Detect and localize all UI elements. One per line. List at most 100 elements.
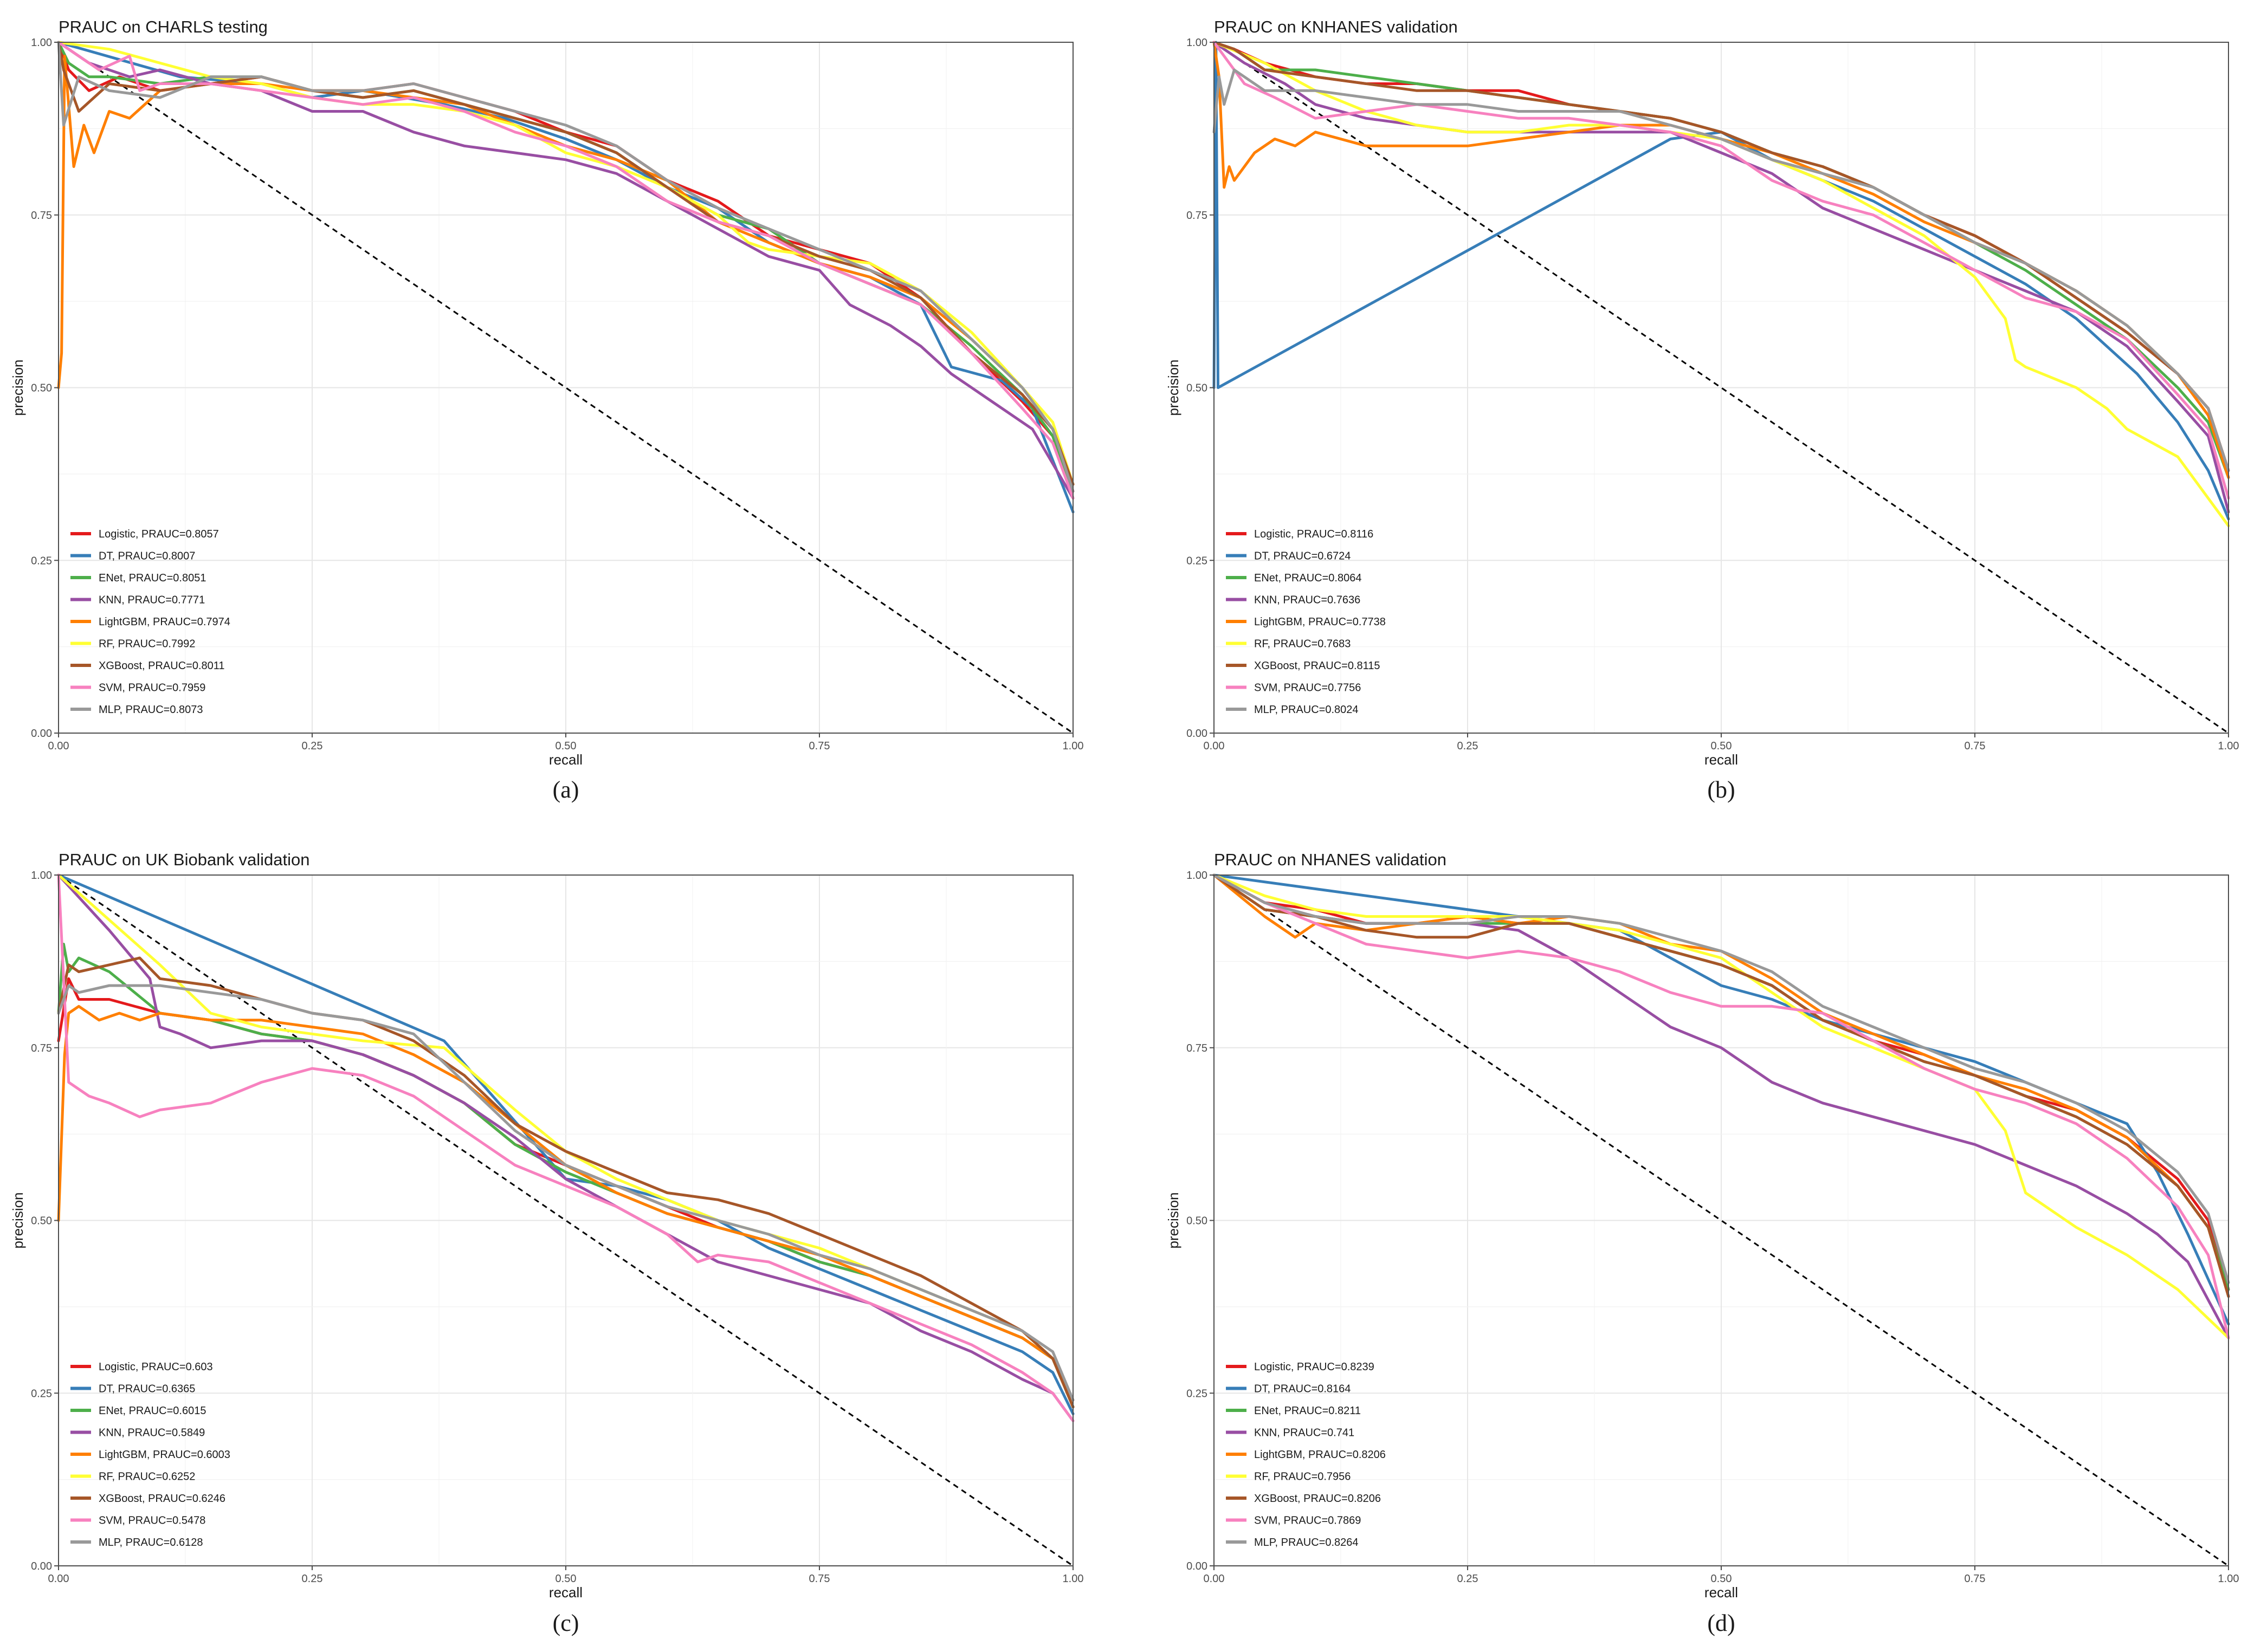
legend-label-knn: KNN, PRAUC=0.7771: [99, 594, 205, 606]
y-tick-label: 0.50: [1186, 1215, 1207, 1227]
x-tick-label: 0.50: [555, 740, 577, 752]
x-tick-label: 0.50: [1711, 1573, 1732, 1585]
pr-curve-svm: [1212, 873, 2230, 1339]
legend-label-dt: DT, PRAUC=0.8007: [99, 550, 195, 562]
legend-label-svm: SVM, PRAUC=0.5478: [99, 1515, 205, 1527]
y-axis-title: precision: [10, 1192, 26, 1248]
x-tick-label: 0.75: [1965, 740, 1986, 752]
legend-label-xgboost: XGBoost, PRAUC=0.8206: [1254, 1493, 1381, 1505]
legend-label-mlp: MLP, PRAUC=0.8024: [1254, 704, 1359, 716]
pr-curve-dt: [57, 873, 1075, 1415]
x-tick-label: 0.00: [1204, 1573, 1225, 1585]
legend-label-logistic: Logistic, PRAUC=0.8116: [1254, 528, 1373, 540]
pr-curve-lightgbm: [57, 1005, 1075, 1402]
legend-label-rf: RF, PRAUC=0.7992: [99, 638, 195, 650]
chart-panel-3: 0.00 0.25 0.50 0.75 1.00 0.00 0.25 0.50 0.75 1.00…: [1165, 850, 2239, 1601]
y-tick-label: 1.00: [1186, 37, 1207, 49]
x-tick-label: 0.75: [1965, 1573, 1986, 1585]
x-tick-label: 1.00: [1063, 1573, 1084, 1585]
legend-label-logistic: Logistic, PRAUC=0.8239: [1254, 1361, 1374, 1373]
legend-label-xgboost: XGBoost, PRAUC=0.8011: [99, 660, 225, 672]
chart-panel-1: 0.00 0.25 0.50 0.75 1.00 0.00 0.25 0.50 0.75 1.00…: [1165, 17, 2239, 768]
pr-curve-mlp: [57, 984, 1075, 1402]
x-tick-label: 0.00: [48, 1573, 69, 1585]
pr-curve-svm: [1212, 41, 2230, 500]
x-tick-label: 0.75: [809, 1573, 830, 1585]
pr-curve-xgboost: [1212, 41, 2230, 472]
y-tick-label: 1.00: [31, 37, 52, 49]
x-axis-title: recall: [549, 752, 583, 768]
legend-label-svm: SVM, PRAUC=0.7959: [99, 682, 205, 694]
chart-panel-0: 0.00 0.25 0.50 0.75 1.00 0.00 0.25 0.50 0.75 1.00…: [10, 17, 1083, 768]
y-tick-label: 0.00: [31, 1560, 52, 1572]
pr-curve-xgboost: [57, 956, 1075, 1409]
legend-label-enet: ENet, PRAUC=0.8211: [1254, 1405, 1361, 1417]
chart-title: PRAUC on UK Biobank validation: [59, 850, 310, 869]
legend: Logistic, PRAUC=0.8057 DT, PRAUC=0.8007 EN…: [70, 528, 230, 716]
legend-label-lightgbm: LightGBM, PRAUC=0.6003: [99, 1449, 230, 1461]
pr-curve-svm: [57, 41, 1075, 500]
y-tick-label: 0.50: [1186, 383, 1207, 394]
y-tick-label: 0.75: [31, 1042, 52, 1054]
y-axis-title: precision: [1165, 359, 1181, 416]
x-tick-label: 0.25: [1457, 1573, 1478, 1585]
y-tick-label: 0.50: [31, 383, 52, 394]
x-tick-label: 0.25: [302, 1573, 323, 1585]
legend: Logistic, PRAUC=0.8116 DT, PRAUC=0.6724 EN…: [1226, 528, 1386, 716]
panel-caption: (a): [553, 776, 579, 803]
legend-label-enet: ENet, PRAUC=0.6015: [99, 1405, 206, 1417]
pr-curve-lightgbm: [57, 55, 1075, 486]
legend-label-xgboost: XGBoost, PRAUC=0.6246: [99, 1493, 225, 1505]
x-tick-label: 0.25: [1457, 740, 1478, 752]
x-tick-label: 1.00: [2218, 740, 2239, 752]
x-tick-label: 0.50: [1711, 740, 1732, 752]
pr-curve-dt: [1212, 41, 2230, 521]
y-tick-label: 0.25: [1186, 1388, 1207, 1400]
legend-label-rf: RF, PRAUC=0.7683: [1254, 638, 1351, 650]
legend: Logistic, PRAUC=0.603 DT, PRAUC=0.6365 ENe…: [70, 1361, 230, 1549]
pr-curve-xgboost: [1212, 873, 2230, 1298]
x-tick-label: 0.00: [48, 740, 69, 752]
pr-curve-mlp: [57, 41, 1075, 493]
y-tick-label: 0.75: [31, 210, 52, 222]
legend-label-logistic: Logistic, PRAUC=0.603: [99, 1361, 213, 1373]
x-tick-label: 1.00: [1063, 740, 1084, 752]
y-tick-label: 0.25: [31, 555, 52, 567]
chart-panel-2: 0.00 0.25 0.50 0.75 1.00 0.00 0.25 0.50 0.75 1.00…: [10, 850, 1083, 1601]
y-tick-label: 0.50: [31, 1215, 52, 1227]
panel-caption: (d): [1707, 1610, 1735, 1636]
pr-curve-svm: [57, 873, 1075, 1422]
chart-title: PRAUC on NHANES validation: [1214, 850, 1446, 869]
legend-label-rf: RF, PRAUC=0.6252: [99, 1471, 195, 1483]
legend-label-mlp: MLP, PRAUC=0.8073: [99, 704, 203, 716]
x-axis-title: recall: [549, 1584, 583, 1601]
chart-title: PRAUC on CHARLS testing: [59, 17, 268, 36]
panel-caption: (b): [1707, 776, 1735, 803]
legend-label-lightgbm: LightGBM, PRAUC=0.7738: [1254, 616, 1386, 628]
y-tick-label: 0.25: [31, 1388, 52, 1400]
x-tick-label: 0.50: [555, 1573, 577, 1585]
pr-curve-xgboost: [57, 41, 1075, 486]
x-axis-title: recall: [1704, 1584, 1738, 1601]
legend-label-enet: ENet, PRAUC=0.8064: [1254, 572, 1361, 584]
legend-label-lightgbm: LightGBM, PRAUC=0.8206: [1254, 1449, 1386, 1461]
legend-label-rf: RF, PRAUC=0.7956: [1254, 1471, 1351, 1483]
y-tick-label: 0.00: [31, 728, 52, 740]
y-tick-label: 0.00: [1186, 728, 1207, 740]
y-tick-label: 0.25: [1186, 555, 1207, 567]
legend-label-dt: DT, PRAUC=0.6724: [1254, 550, 1351, 562]
legend-label-svm: SVM, PRAUC=0.7756: [1254, 682, 1361, 694]
legend-label-mlp: MLP, PRAUC=0.8264: [1254, 1537, 1359, 1549]
pr-curve-rf: [1212, 41, 2230, 527]
pr-curve-knn: [57, 873, 1075, 1422]
y-tick-label: 0.00: [1186, 1560, 1207, 1572]
x-tick-label: 0.75: [809, 740, 830, 752]
legend-label-dt: DT, PRAUC=0.6365: [99, 1383, 195, 1395]
y-tick-label: 1.00: [1186, 870, 1207, 882]
x-axis-title: recall: [1704, 752, 1738, 768]
y-tick-label: 0.75: [1186, 210, 1207, 222]
y-axis-title: precision: [1165, 1192, 1181, 1248]
legend-label-dt: DT, PRAUC=0.8164: [1254, 1383, 1351, 1395]
x-tick-label: 0.25: [302, 740, 323, 752]
x-tick-label: 0.00: [1204, 740, 1225, 752]
